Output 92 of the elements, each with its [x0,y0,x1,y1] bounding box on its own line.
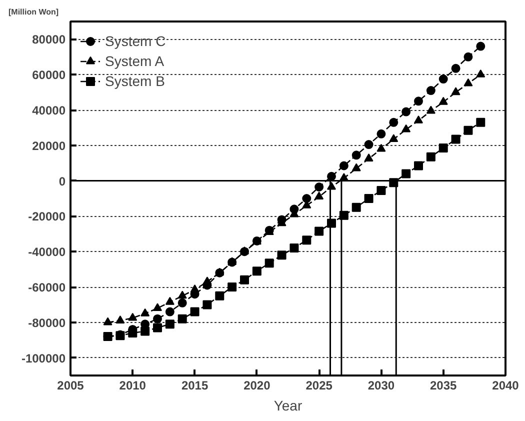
legend-label: System A [105,53,164,69]
point [302,194,312,203]
point [402,169,411,178]
point [402,124,411,132]
point [464,52,473,62]
x-tick-label: 2020 [244,378,271,392]
point [202,300,212,310]
y-tick-label: 0 [58,174,66,188]
point [476,69,486,78]
y-tick-label: -80000 [28,316,66,330]
y-tick-label: 60000 [32,68,66,82]
y-tick-label: -40000 [28,245,66,260]
point [153,323,162,332]
point [314,182,324,192]
point [277,250,286,260]
point [438,96,448,105]
y-axis-title: [Million Won] [8,8,59,16]
point [103,332,112,342]
point [339,210,348,220]
point [165,307,174,316]
point [178,290,187,299]
point [165,296,174,305]
point [140,326,150,336]
point [426,106,436,114]
x-axis-title: Year [274,398,302,414]
point [178,298,187,308]
point [476,42,486,51]
point [190,284,200,292]
point [464,78,473,86]
point [190,307,200,316]
point [389,134,398,142]
point [376,186,386,196]
point [451,134,460,144]
point [426,86,436,96]
point [228,282,237,292]
point [327,172,336,181]
point [103,317,112,326]
point [414,96,423,106]
point [402,107,411,116]
point [140,308,150,316]
point [290,244,299,253]
y-tick-label: -60000 [28,280,66,294]
x-tick-label: 2015 [181,378,208,392]
point [364,140,374,150]
point [264,258,274,268]
point [165,320,174,329]
point [327,218,336,228]
point [389,118,398,127]
point [240,275,249,284]
point [314,226,324,236]
point [438,74,448,84]
point [128,328,138,338]
point [352,150,361,160]
point [364,194,374,203]
x-tick-label: 2005 [57,378,84,392]
point [215,291,224,300]
point [476,118,486,127]
point [414,116,423,124]
y-tick-label: -100000 [21,351,66,366]
point [116,316,125,324]
point [252,266,262,276]
point [327,182,336,190]
legend-label: System B [105,73,165,89]
y-tick-label: 20000 [32,138,66,153]
point [178,314,187,324]
x-tick-label: 2010 [119,378,146,392]
point [376,144,386,152]
point [128,312,138,321]
point [153,303,162,312]
point [302,236,312,245]
point [202,276,212,284]
point [352,202,361,212]
y-tick-label: 40000 [32,104,66,118]
point [438,144,448,153]
point [451,64,460,73]
point [451,87,460,96]
y-tick-label: -20000 [28,210,66,224]
point [376,129,386,138]
point [426,152,436,162]
x-tick-label: 2030 [368,378,395,392]
point [414,161,423,170]
point [339,161,348,170]
point [153,314,162,324]
y-tick-label: 80000 [32,32,66,47]
x-tick-label: 2040 [492,378,520,392]
x-tick-label: 2035 [430,378,458,392]
point [464,126,473,135]
point [352,163,361,172]
x-tick-label: 2025 [306,378,333,392]
legend-label: System C [105,33,166,49]
point [314,192,324,200]
point [364,154,374,162]
